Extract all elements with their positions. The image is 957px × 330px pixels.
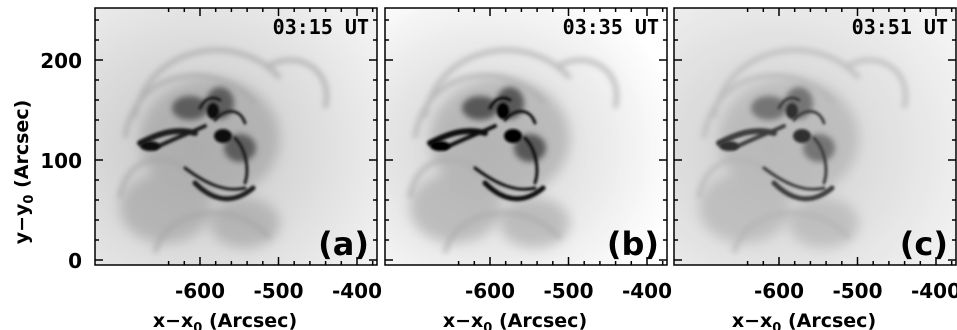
y-tick-label: 0 xyxy=(68,249,82,273)
time-label: 03:35 UT xyxy=(563,15,659,39)
x-tick-label: -600 xyxy=(175,279,225,303)
y-tick-label: 100 xyxy=(40,149,82,173)
x-axis-title: x−x0 (Arcsec) xyxy=(153,310,297,330)
x-tick-label: -600 xyxy=(754,279,804,303)
x-tick-label: -400 xyxy=(911,279,957,303)
time-label: 03:51 UT xyxy=(852,15,948,39)
panel-frame xyxy=(94,7,378,266)
time-label: 03:15 UT xyxy=(273,15,369,39)
panel-letter: (a) xyxy=(318,225,369,263)
x-tick-label: -600 xyxy=(465,279,515,303)
x-tick-label: -400 xyxy=(332,279,382,303)
y-tick-label: 200 xyxy=(40,49,82,73)
panel-frame xyxy=(384,7,668,266)
x-tick-label: -400 xyxy=(622,279,672,303)
panel-letter: (b) xyxy=(607,225,659,263)
x-tick-label: -500 xyxy=(543,279,593,303)
x-axis-title: x−x0 (Arcsec) xyxy=(443,310,587,330)
panel-b: 03:35 UT (b) -600 -500 -400 x−x0 (Arcsec) xyxy=(385,8,672,330)
panel-frame xyxy=(673,7,957,266)
panel-c: 03:51 UT (c) -600 -500 -400 x−x0 (Arcsec) xyxy=(674,8,957,330)
x-tick-label: -500 xyxy=(832,279,882,303)
panel-letter: (c) xyxy=(900,225,948,263)
x-axis-title: x−x0 (Arcsec) xyxy=(732,310,876,330)
x-tick-label: -500 xyxy=(253,279,303,303)
panel-a: 03:15 UT (a) -600 -500 -400 x−x0 (Arcsec) xyxy=(95,8,382,330)
y-axis-title: y−y0 (Arcsec) xyxy=(11,100,37,245)
